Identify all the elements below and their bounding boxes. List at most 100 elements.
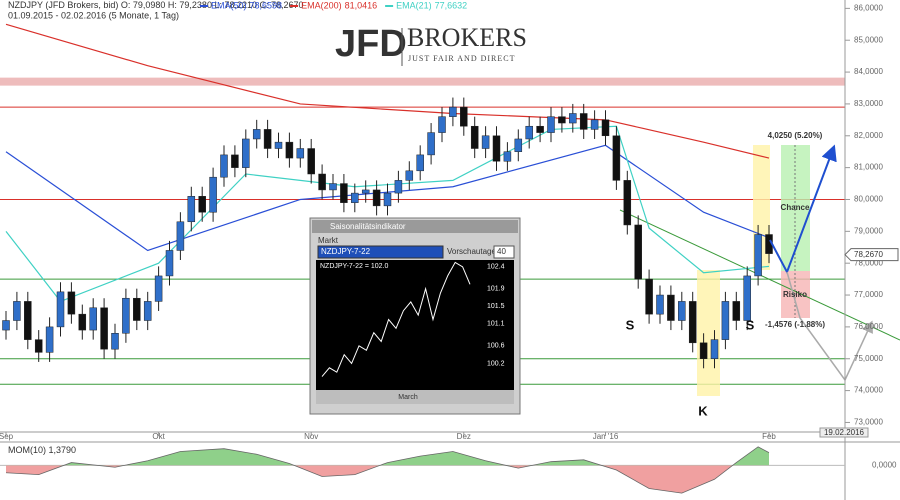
- y-tick-label: 0,0000: [872, 460, 897, 469]
- seasonal-plot-bg: [316, 260, 514, 390]
- preview-input[interactable]: [493, 245, 515, 259]
- annotation: K: [698, 403, 708, 418]
- candle-body: [612, 135, 621, 181]
- candle-body: [645, 278, 653, 315]
- target-date-box: [819, 427, 869, 438]
- annotation: S: [626, 317, 635, 332]
- panel-title: MOM(10) 1,3790: [8, 445, 76, 455]
- candle-body: [710, 339, 719, 359]
- candle-body: [56, 291, 65, 328]
- x-tick-label: Sep: [0, 432, 14, 441]
- candle-body: [743, 275, 751, 321]
- seasonal-line: [321, 261, 471, 377]
- mom-line: [5, 446, 770, 494]
- candle-body: [89, 307, 97, 331]
- candle-body: [2, 320, 10, 331]
- y-tick-label: 73,0000: [854, 418, 883, 427]
- preview-value: 40: [497, 247, 506, 256]
- candle-body: [242, 138, 250, 168]
- y-tick-label: 77,0000: [854, 290, 883, 299]
- candle-body: [329, 183, 337, 191]
- candle-body: [111, 333, 119, 350]
- last-price-label: 78,2670: [854, 250, 883, 259]
- candle-body: [569, 113, 577, 124]
- candle-body: [383, 192, 392, 207]
- candle-body: [263, 129, 272, 149]
- y-tick-label: 101.1: [487, 321, 505, 328]
- candle-body: [514, 138, 523, 152]
- y-tick-label: 102.4: [487, 264, 505, 271]
- highlight-head: [697, 270, 720, 396]
- candle-body: [67, 291, 76, 315]
- candle-body: [732, 301, 741, 321]
- mom-area-negative: [6, 465, 733, 494]
- candle-body: [361, 189, 370, 194]
- market-value: NZDJPY-7-22: [321, 247, 371, 256]
- ema-line: [5, 125, 770, 303]
- candle-body: [176, 221, 185, 251]
- candle-body: [460, 106, 468, 127]
- candle-body: [623, 180, 632, 226]
- y-tick-label: 78,0000: [854, 258, 883, 267]
- candle-body: [154, 275, 163, 302]
- candle-body: [754, 234, 762, 277]
- field-label: Vorschautage: [447, 247, 496, 256]
- candle-body: [416, 154, 424, 172]
- candle-body: [590, 119, 599, 130]
- y-tick-label: 100.6: [487, 343, 505, 350]
- candle-body: [601, 119, 610, 137]
- candle-body: [438, 116, 446, 133]
- candle-body: [372, 189, 381, 207]
- candle-body: [274, 141, 283, 149]
- candle-body: [492, 135, 501, 162]
- y-tick-label: 82,0000: [854, 131, 883, 140]
- y-tick-label: 74,0000: [854, 386, 883, 395]
- candle-body: [721, 301, 730, 340]
- seasonal-axis: [316, 390, 514, 404]
- y-tick-label: 100.2: [487, 360, 505, 367]
- candle-body: [78, 313, 87, 331]
- legend-label: EMA(200): [301, 0, 342, 10]
- candle-body: [405, 170, 414, 181]
- x-tick-label: Feb: [762, 432, 776, 441]
- legend-label: EMA(50): [211, 0, 247, 10]
- candle-body: [13, 301, 21, 321]
- candle-body: [558, 116, 566, 124]
- candle-body: [656, 294, 664, 315]
- seasonality-window: Saisonalitätsindikator Markt NZDJPY-7-22…: [309, 217, 521, 415]
- legend-value: 77,6632: [435, 0, 468, 10]
- candle-body: [351, 192, 359, 203]
- candle-body: [536, 125, 544, 133]
- y-tick-label: 85,0000: [854, 35, 883, 44]
- candle-body: [394, 180, 403, 194]
- y-tick-label: 80,0000: [854, 195, 883, 204]
- seasonal-subtitle: NZDJPY-7-22 = 102.0: [320, 263, 389, 270]
- logo-brand: BROKERS: [407, 23, 527, 52]
- candle-body: [579, 113, 588, 130]
- candle-body: [34, 339, 43, 353]
- legend-value: 78,6598: [250, 0, 283, 10]
- candle-body: [45, 326, 54, 353]
- candle-body: [296, 148, 305, 159]
- candle-body: [318, 173, 326, 191]
- candle-body: [143, 301, 152, 321]
- x-tick-label: Dez: [457, 432, 471, 441]
- market-select[interactable]: [317, 245, 444, 259]
- candle-body: [220, 154, 228, 178]
- candle-body: [231, 154, 239, 168]
- candle-body: [100, 307, 108, 350]
- logo: JFD BROKERS JUST FAIR AND DIRECT: [335, 23, 527, 66]
- chart-subtitle: 01.09.2015 - 02.02.2016 (5 Monate, 1 Tag…: [8, 10, 179, 20]
- y-tick-label: 84,0000: [854, 67, 883, 76]
- window-titlebar: [312, 220, 518, 233]
- candle-body: [187, 196, 196, 223]
- candle-body: [503, 151, 512, 162]
- candle-body: [667, 294, 675, 321]
- candle-body: [688, 301, 697, 344]
- chart-title: NZDJPY (JFD Brokers, bid) O: 79,0980 H: …: [8, 0, 304, 10]
- y-tick-label: 101.5: [487, 303, 505, 310]
- x-tick-label: Jan '16: [593, 432, 619, 441]
- candle-body: [24, 301, 32, 340]
- annotation: 4,0250 (5.20%): [768, 131, 823, 140]
- annotation: -1,4576 (-1.88%): [765, 320, 825, 329]
